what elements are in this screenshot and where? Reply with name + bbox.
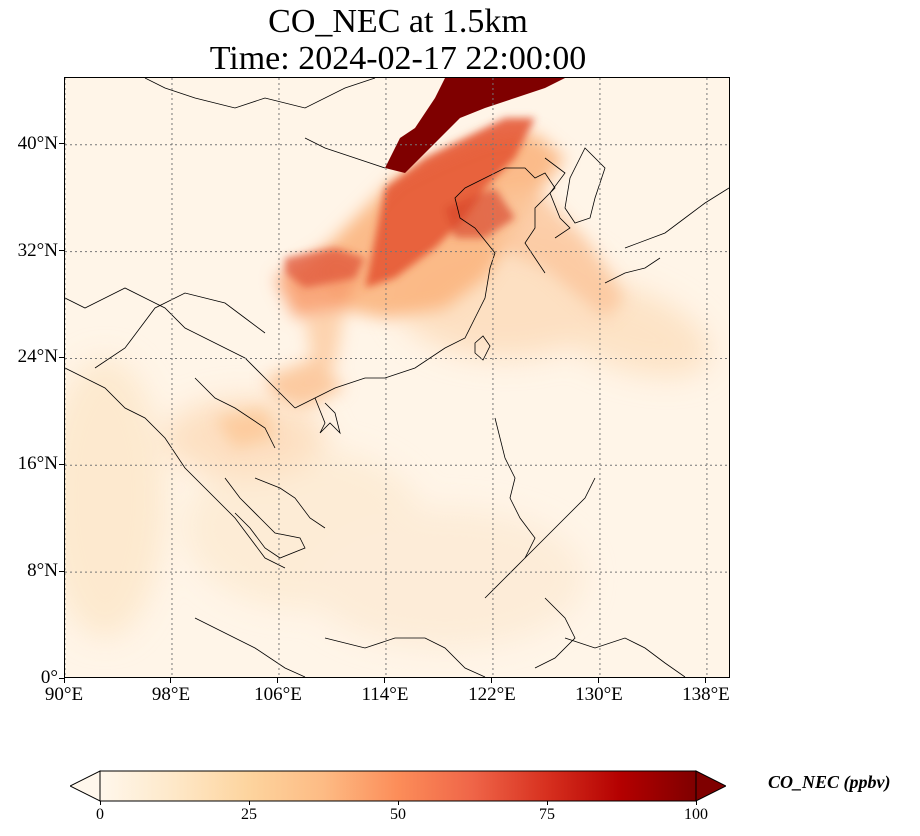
colorbar-tick-label: 25: [241, 806, 257, 823]
lat-tick-mark: [59, 463, 64, 465]
plot-title-line1: CO_NEC at 1.5km: [268, 3, 528, 40]
lat-tick-label: 8°N: [27, 560, 58, 582]
lon-tick-mark: [384, 678, 386, 683]
lon-tick-label: 130°E: [575, 684, 623, 705]
colorbar-tick-label: 50: [390, 806, 406, 823]
colorbar-tick-mark: [248, 801, 250, 805]
colorbar-tick-label: 100: [684, 806, 708, 823]
lon-tick-label: 122°E: [468, 684, 516, 705]
lat-tick-label: 24°N: [17, 346, 58, 368]
colorbar-tick-mark: [397, 801, 399, 805]
colorbar-tick-mark: [546, 801, 548, 805]
lon-tick-label: 114°E: [361, 684, 409, 705]
lat-tick-mark: [59, 356, 64, 358]
colorbar-gradient: [99, 770, 697, 802]
lat-tick-mark: [59, 250, 64, 252]
colorbar-tick-label: 0: [96, 806, 104, 823]
plot-title-line2: Time: 2024-02-17 22:00:00: [209, 40, 587, 77]
lat-tick-label: 40°N: [17, 132, 58, 154]
lon-tick-label: 138°E: [682, 684, 730, 705]
lat-tick-mark: [59, 677, 64, 679]
lat-tick-mark: [59, 570, 64, 572]
lon-tick-mark: [277, 678, 279, 683]
colorbar-tick-label: 75: [539, 806, 555, 823]
colorbar-label: CO_NEC (ppbv): [768, 772, 891, 792]
colorbar-extend-high: [695, 770, 728, 802]
concentration-max-core: [385, 78, 565, 173]
lon-tick-mark: [170, 678, 172, 683]
lat-tick-label: 32°N: [17, 239, 58, 261]
lon-tick-label: 98°E: [151, 684, 191, 705]
map-canvas: [65, 78, 729, 677]
lat-tick-mark: [59, 143, 64, 145]
lon-tick-mark: [598, 678, 600, 683]
coastlines: [65, 78, 729, 677]
lat-tick-label: 16°N: [17, 453, 58, 475]
lon-tick-mark: [63, 678, 65, 683]
lon-tick-label: 90°E: [44, 684, 84, 705]
colorbar-tick-mark: [99, 801, 101, 805]
gridlines: [65, 78, 729, 677]
map-panel: [64, 77, 730, 678]
lat-tick-label: 0°: [40, 667, 58, 688]
colorbar: [68, 770, 728, 802]
lon-tick-label: 106°E: [254, 684, 302, 705]
colorbar-tick-mark: [695, 801, 697, 805]
colorbar-extend-low: [68, 770, 101, 802]
lon-tick-mark: [491, 678, 493, 683]
lon-tick-mark: [705, 678, 707, 683]
concentration-field-high: [285, 118, 535, 288]
